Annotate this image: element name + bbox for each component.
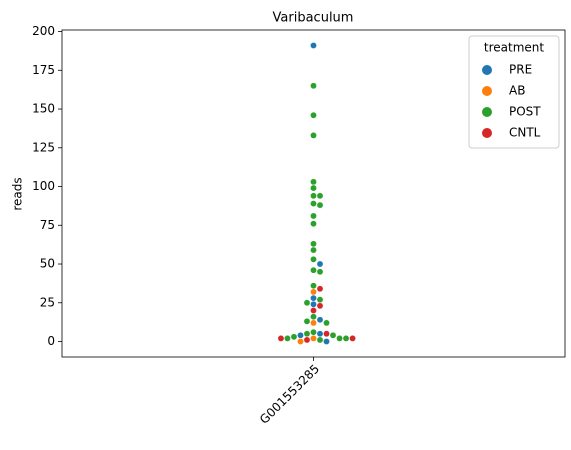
- legend-label: AB: [509, 84, 525, 98]
- y-tick-label: 50: [40, 257, 55, 271]
- data-point: [349, 335, 356, 342]
- data-point: [303, 299, 311, 307]
- data-point: [310, 246, 317, 254]
- legend-marker: [482, 65, 492, 75]
- y-tick-label: 25: [40, 295, 55, 309]
- legend-label: POST: [509, 105, 541, 119]
- data-point: [336, 335, 343, 342]
- data-point: [316, 296, 324, 303]
- data-point: [277, 335, 285, 342]
- data-point: [310, 313, 317, 321]
- data-point: [310, 328, 317, 336]
- data-point: [310, 266, 317, 274]
- data-point: [310, 111, 317, 119]
- data-point: [310, 240, 317, 248]
- data-point: [323, 330, 330, 338]
- data-point: [316, 285, 324, 293]
- legend-title: treatment: [484, 41, 544, 55]
- y-tick-label: 75: [40, 218, 55, 232]
- data-point: [303, 330, 311, 338]
- data-point: [284, 335, 291, 342]
- data-point: [323, 338, 330, 345]
- legend-marker: [482, 86, 492, 96]
- data-point: [329, 332, 337, 339]
- y-tick-label: 150: [32, 102, 55, 116]
- data-point: [316, 330, 324, 338]
- y-tick-label: 100: [32, 179, 55, 193]
- data-point: [316, 302, 324, 310]
- data-point: [297, 332, 304, 339]
- legend-frame: [468, 35, 560, 149]
- data-point: [297, 338, 304, 345]
- data-point: [310, 178, 317, 186]
- data-point: [310, 132, 317, 139]
- data-point: [310, 294, 317, 302]
- data-point: [316, 316, 324, 324]
- data-point: [323, 319, 330, 327]
- y-tick-label: 0: [47, 334, 55, 348]
- x-tick-label: G001553285: [257, 362, 322, 427]
- data-point: [310, 212, 317, 220]
- data-point: [310, 184, 317, 192]
- data-point: [310, 282, 317, 290]
- legend-marker: [482, 128, 492, 138]
- data-point: [310, 220, 317, 228]
- data-point: [342, 335, 350, 342]
- data-point: [310, 82, 317, 90]
- data-point: [316, 268, 324, 276]
- legend-marker: [482, 107, 492, 117]
- data-point: [310, 307, 317, 314]
- y-tick-label: 175: [32, 63, 55, 77]
- data-point: [303, 318, 311, 325]
- data-point: [303, 336, 311, 344]
- data-point: [310, 319, 317, 327]
- data-point: [316, 201, 324, 209]
- data-point: [290, 333, 298, 341]
- data-point: [310, 301, 317, 308]
- y-tick-label: 200: [32, 24, 55, 38]
- y-axis-label: reads: [11, 177, 25, 210]
- data-point: [310, 335, 317, 342]
- legend: treatment PRE AB POST CNTL: [468, 35, 560, 149]
- legend-label: CNTL: [509, 126, 541, 140]
- data-point: [310, 288, 317, 296]
- y-tick-label: 125: [32, 140, 55, 154]
- data-point: [310, 192, 317, 200]
- data-point: [310, 42, 317, 49]
- data-point: [316, 336, 324, 344]
- data-point: [316, 260, 324, 268]
- data-point: [310, 256, 317, 263]
- data-point: [310, 200, 317, 207]
- legend-label: PRE: [509, 63, 532, 77]
- chart-title: Varibaculum: [273, 11, 354, 26]
- data-point: [316, 192, 324, 200]
